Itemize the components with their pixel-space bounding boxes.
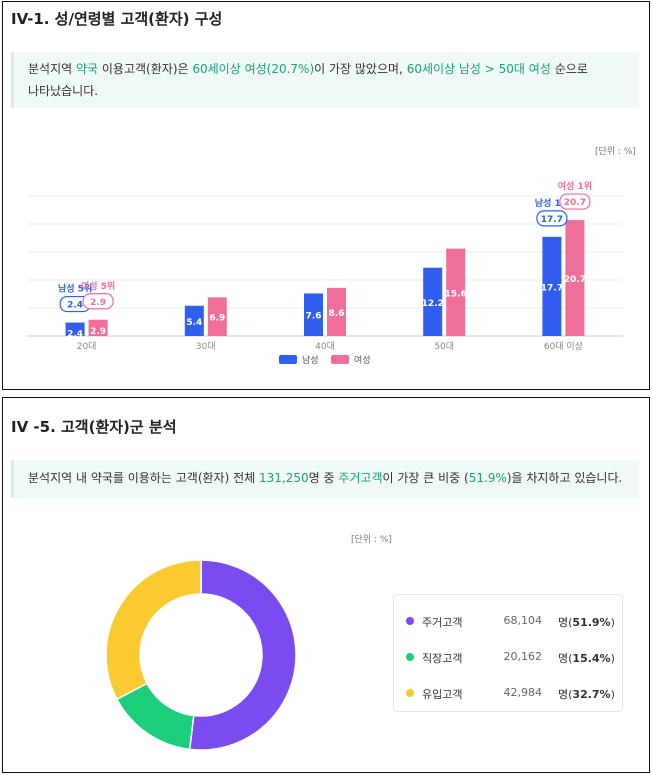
summary-text: 분석지역 내 약국를 이용하는 고객(환자) 전체 (28, 471, 259, 485)
bar-value-label: 6.9 (209, 314, 225, 324)
bar-value-label: 5.4 (186, 318, 202, 328)
bar-male (65, 322, 85, 336)
summary-highlight: 60세이상 남성 > 50대 여성 (406, 62, 551, 76)
section-title: IV-1. 성/연령별 고객(환자) 구성 (11, 10, 223, 28)
legend-percent: 명(15.4%) (558, 652, 615, 665)
callout-title: 여성 1위 (558, 180, 592, 192)
summary-text: 명 중 (308, 471, 339, 485)
bar-value-label: 12.2 (422, 299, 444, 309)
bar-value-label: 7.6 (306, 312, 322, 322)
age-gender-bar-chart: 2.4 2.9 20대 5.4 6.9 30대 7.6 8.6 40대 12.215.6 50대 17… (27, 180, 623, 366)
legend-dot (406, 617, 414, 625)
summary-text: 나타났습니다. (28, 84, 99, 98)
legend-swatch (279, 355, 297, 364)
callout-value: 17.7 (541, 215, 563, 225)
donut-legend: 주거고객 68,104 명(51.9%) 직장고객 20,162 명(15.4%) 유입고객… (393, 594, 623, 712)
bar-male (423, 267, 443, 336)
legend-item: 유입고객 42,984 명(32.7%) (394, 683, 624, 703)
legend-percent: 명(32.7%) (558, 688, 615, 701)
legend-item: 주거고객 68,104 명(51.9%) (394, 611, 624, 631)
donut-slice (188, 559, 297, 751)
section-title: IV -5. 고객(환자)군 분석 (11, 418, 177, 436)
summary-highlight: 60세이상 여성(20.7%) (192, 62, 315, 76)
summary-box: 분석지역 약국 이용고객(환자)은 60세이상 여성(20.7%)이 가장 많았… (11, 52, 639, 108)
summary-highlight: 주거고객 (338, 471, 383, 485)
callout-bubble (536, 210, 568, 227)
legend-label: 유입고객 (422, 688, 463, 701)
callout-value: 2.9 (90, 298, 106, 308)
summary-text: 순으로 (550, 62, 588, 76)
legend-dot (406, 653, 414, 661)
bar-female (207, 297, 227, 336)
callout-value: 20.7 (564, 198, 586, 208)
bar-female (565, 220, 585, 336)
bar-male (542, 236, 562, 336)
legend-count: 42,984 (503, 686, 543, 699)
bar-male (304, 293, 323, 336)
callout-title: 여성 5위 (81, 280, 115, 292)
callout-bubble (559, 193, 591, 210)
callout-bubble (82, 293, 114, 310)
bar-value-label: 15.6 (445, 289, 467, 299)
x-tick-label: 40대 (315, 341, 335, 352)
legend-count: 20,162 (503, 650, 543, 663)
bar-female (446, 248, 466, 336)
summary-highlight: 51.9% (468, 471, 507, 485)
bar-female (327, 287, 346, 336)
summary-text: 이용고객(환자)은 (98, 62, 193, 76)
bar-value-label: 20.7 (564, 275, 586, 285)
legend-percent: 명(51.9%) (558, 616, 615, 629)
summary-text: 이 가장 큰 비중 ( (382, 471, 469, 485)
callout-title: 남성 5위 (58, 283, 92, 295)
legend-label: 남성 (302, 355, 319, 366)
summary-text: 분석지역 (28, 62, 76, 76)
legend-label: 직장고객 (422, 652, 463, 665)
bar-value-label: 2.4 (67, 330, 83, 340)
customer-group-donut-chart (105, 559, 297, 751)
summary-box: 분석지역 내 약국를 이용하는 고객(환자) 전체 131,250명 중 주거고… (11, 460, 639, 498)
donut-slice (105, 559, 202, 701)
x-tick-label: 50대 (434, 341, 454, 352)
bar-value-label: 17.7 (541, 283, 563, 293)
summary-highlight: 131,250 (258, 471, 309, 485)
callout-value: 2.4 (67, 301, 83, 311)
legend-swatch (331, 355, 349, 364)
customer-group-panel: IV -5. 고객(환자)군 분석 분석지역 내 약국를 이용하는 고객(환자)… (2, 397, 650, 773)
age-gender-panel: IV-1. 성/연령별 고객(환자) 구성 분석지역 약국 이용고객(환자)은 … (2, 1, 650, 390)
summary-text: )을 차지하고 있습니다. (506, 471, 623, 485)
legend-count: 68,104 (503, 614, 543, 627)
bar-female (88, 319, 108, 336)
x-tick-label: 60대 이상 (544, 341, 583, 352)
unit-label: [단위 : %] (351, 535, 392, 545)
bar-male (184, 305, 204, 336)
bar-value-label: 8.6 (329, 309, 345, 319)
bar-value-label: 2.9 (90, 327, 106, 337)
x-tick-label: 20대 (77, 341, 97, 352)
legend-label: 주거고객 (422, 616, 463, 629)
unit-label: [단위 : %] (595, 147, 636, 157)
summary-text: 이 가장 많았으며, (314, 62, 407, 76)
x-tick-label: 30대 (196, 341, 216, 352)
legend-label: 여성 (354, 354, 371, 366)
legend-dot (406, 689, 414, 697)
summary-highlight: 약국 (75, 62, 99, 76)
legend-item: 직장고객 20,162 명(15.4%) (394, 647, 624, 667)
